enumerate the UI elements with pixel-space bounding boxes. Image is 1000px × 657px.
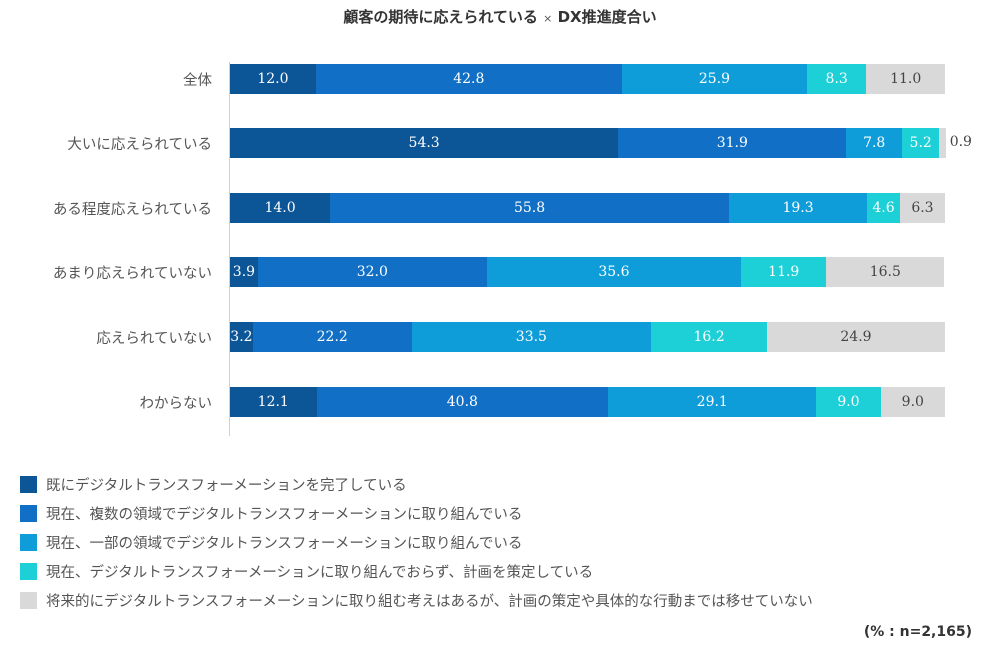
data-label: 31.9	[716, 135, 748, 151]
legend-swatch	[20, 476, 37, 493]
data-label: 0.9	[949, 134, 972, 150]
bar-segment: 54.3	[230, 128, 619, 158]
category-label: 大いに応えられている	[67, 137, 212, 153]
data-label: 9.0	[901, 394, 924, 410]
bar-segment	[939, 128, 946, 158]
data-label: 16.5	[869, 264, 901, 280]
data-label: 22.2	[316, 329, 348, 345]
bar-segment: 11.9	[741, 257, 827, 287]
data-label: 33.5	[515, 329, 547, 345]
data-label: 4.6	[872, 200, 895, 216]
legend-label: 将来的にデジタルトランスフォーメーションに取り組む考えはあるが、計画の策定や具体…	[46, 594, 813, 610]
data-label: 35.6	[598, 264, 630, 280]
bar-segment: 33.5	[411, 322, 652, 352]
bar-segment: 40.8	[316, 387, 609, 417]
legend-item: 既にデジタルトランスフォーメーションを完了している	[20, 474, 407, 495]
legend-swatch	[20, 505, 37, 522]
legend-label: 現在、一部の領域でデジタルトランスフォーメーションに取り組んでいる	[46, 536, 523, 552]
legend-swatch	[20, 592, 37, 609]
data-label: 11.9	[768, 264, 800, 280]
data-label: 16.2	[693, 329, 725, 345]
data-label: 29.1	[696, 394, 728, 410]
y-axis-line	[229, 62, 230, 436]
category-label: わからない	[139, 396, 213, 412]
title-separator: ×	[543, 12, 553, 25]
bar-segment: 31.9	[618, 128, 847, 158]
bar-segment: 16.2	[651, 322, 767, 352]
title-main: 顧客の期待に応えられている	[343, 8, 538, 26]
legend-swatch	[20, 563, 37, 580]
bar-segment: 11.0	[866, 64, 945, 94]
bar-segment: 4.6	[867, 193, 900, 223]
bar-segment: 7.8	[846, 128, 903, 158]
data-label: 12.1	[257, 394, 289, 410]
bar-segment: 6.3	[899, 193, 945, 223]
bar-segment: 16.5	[826, 257, 945, 287]
bar-segment: 12.1	[230, 387, 317, 417]
bar-segment: 9.0	[880, 387, 945, 417]
data-label: 19.3	[782, 200, 814, 216]
category-label: 応えられていない	[96, 331, 212, 347]
chart-title: 顧客の期待に応えられている × DX推進度合い	[0, 6, 1000, 27]
sample-note: (% : n=2,165)	[863, 624, 972, 640]
data-label: 32.0	[356, 264, 388, 280]
data-label: 24.9	[840, 329, 872, 345]
bar-segment: 24.9	[766, 322, 945, 352]
category-label: 全体	[183, 73, 212, 89]
legend-item: 将来的にデジタルトランスフォーメーションに取り組む考えはあるが、計画の策定や具体…	[20, 590, 813, 611]
data-label: 6.3	[911, 200, 934, 216]
data-label: 54.3	[408, 135, 440, 151]
bar-segment: 8.3	[807, 64, 867, 94]
legend-item: 現在、複数の領域でデジタルトランスフォーメーションに取り組んでいる	[20, 503, 522, 524]
bar-segment: 32.0	[257, 257, 487, 287]
data-label: 14.0	[264, 200, 296, 216]
data-label: 12.0	[257, 71, 289, 87]
bar-segment: 14.0	[230, 193, 331, 223]
legend-item: 現在、デジタルトランスフォーメーションに取り組んでおらず、計画を策定している	[20, 561, 593, 582]
title-sub: DX推進度合い	[557, 8, 657, 26]
bar-segment: 9.0	[816, 387, 881, 417]
data-label: 9.0	[837, 394, 860, 410]
legend-item: 現在、一部の領域でデジタルトランスフォーメーションに取り組んでいる	[20, 532, 522, 553]
data-label: 3.9	[232, 264, 256, 280]
bar-segment: 22.2	[252, 322, 412, 352]
data-label: 42.8	[453, 71, 485, 87]
data-label: 40.8	[446, 394, 478, 410]
bar-segment: 3.9	[230, 257, 258, 287]
bar-segment: 29.1	[608, 387, 817, 417]
data-label: 7.8	[863, 135, 886, 151]
bar-segment: 25.9	[621, 64, 807, 94]
category-label: ある程度応えられている	[52, 202, 212, 218]
bar-segment: 55.8	[330, 193, 730, 223]
data-label: 25.9	[698, 71, 730, 87]
bar-segment: 35.6	[486, 257, 742, 287]
bar-segment: 19.3	[729, 193, 868, 223]
legend-label: 現在、デジタルトランスフォーメーションに取り組んでおらず、計画を策定している	[46, 565, 594, 581]
data-label: 11.0	[890, 71, 922, 87]
bar-segment: 42.8	[315, 64, 622, 94]
legend-swatch	[20, 534, 37, 551]
data-label: 8.3	[825, 71, 848, 87]
data-label: 3.2	[230, 329, 253, 345]
data-label: 5.2	[909, 135, 932, 151]
data-label: 55.8	[513, 200, 546, 216]
legend-label: 既にデジタルトランスフォーメーションを完了している	[46, 478, 407, 494]
category-label: あまり応えられていない	[52, 266, 212, 282]
bar-segment: 3.2	[230, 322, 253, 352]
bar-segment: 5.2	[902, 128, 940, 158]
legend-label: 現在、複数の領域でデジタルトランスフォーメーションに取り組んでいる	[46, 507, 523, 523]
bar-segment: 12.0	[230, 64, 316, 94]
